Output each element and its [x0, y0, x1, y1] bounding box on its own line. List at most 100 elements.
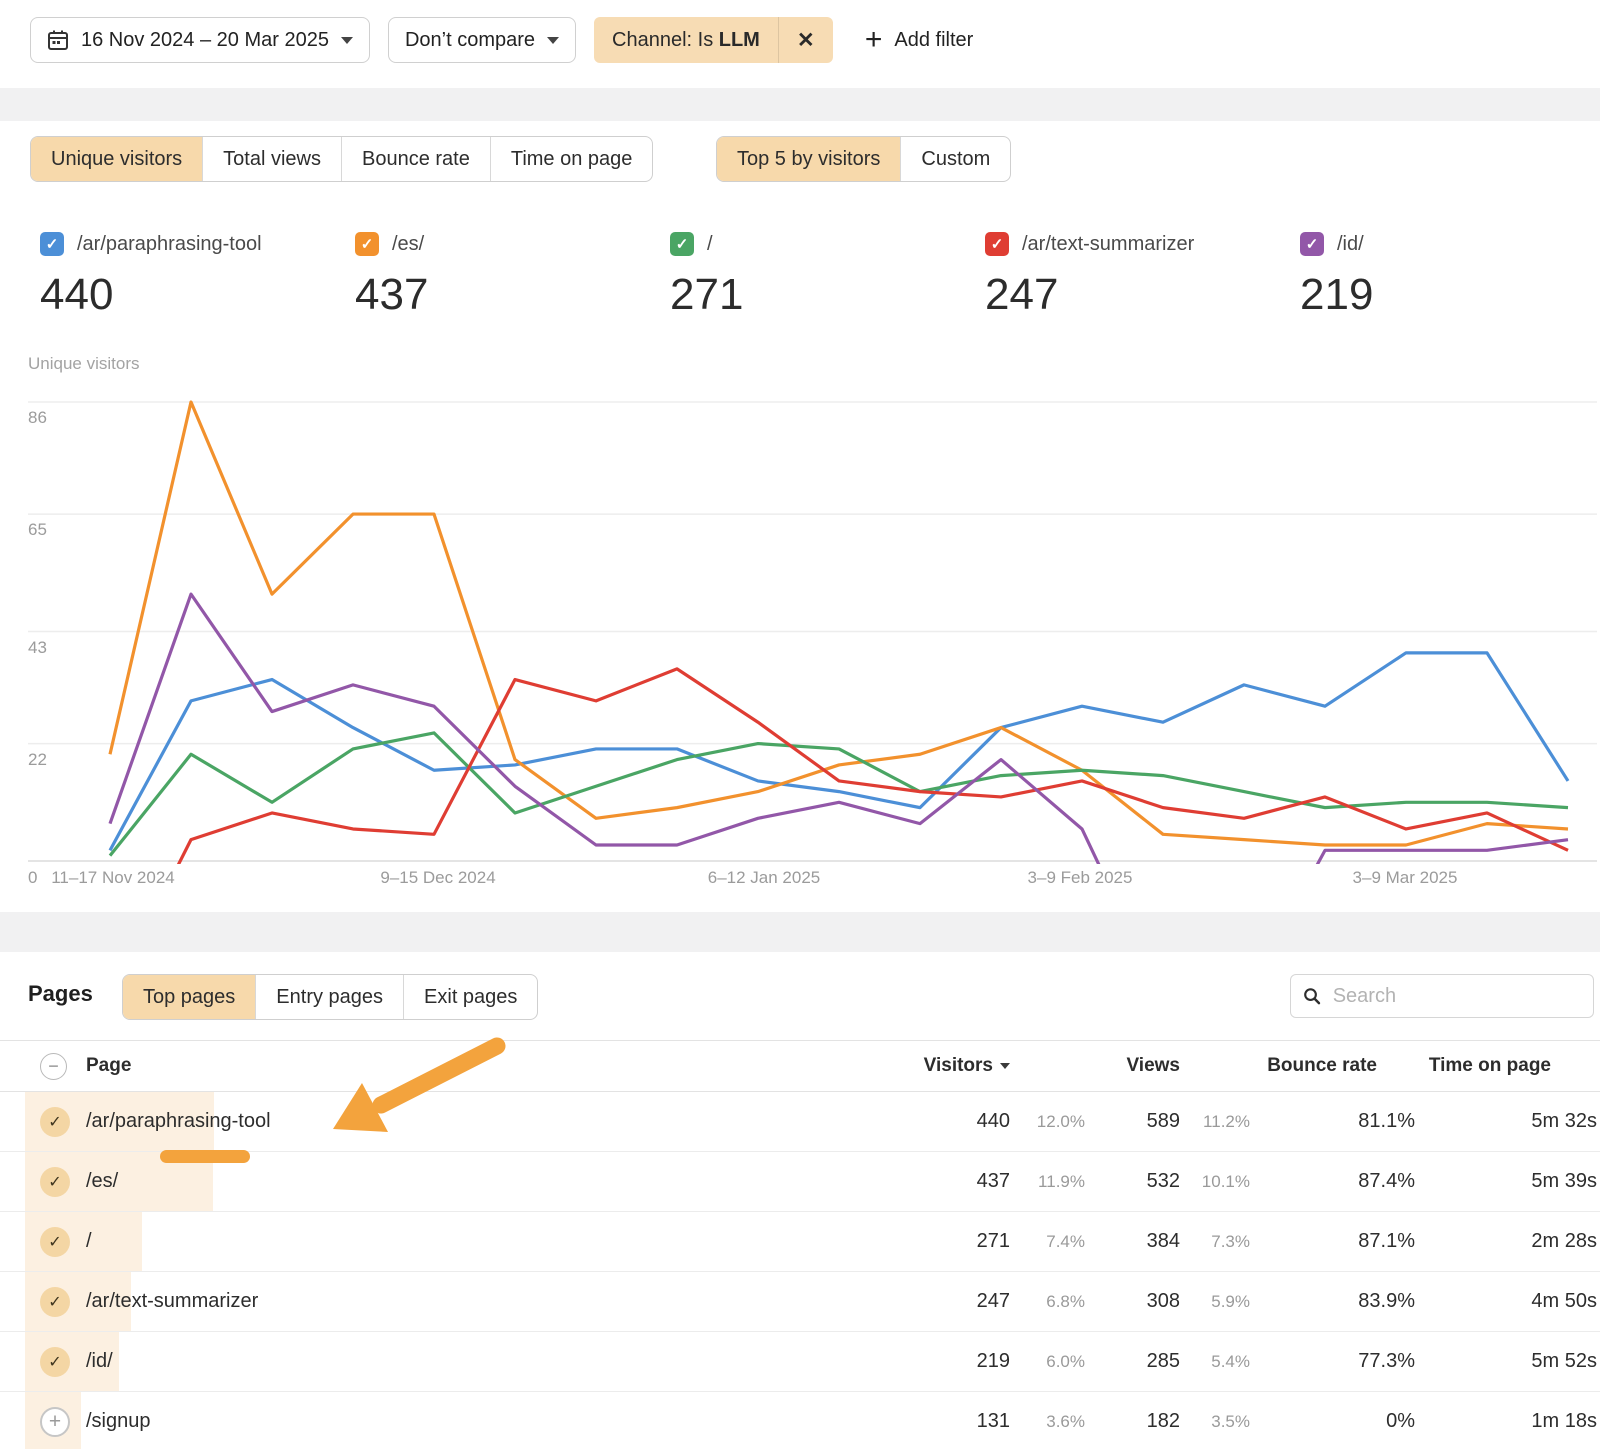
bounce-rate-value: 87.4% [1358, 1170, 1415, 1192]
visitors-pct: 12.0% [1036, 1111, 1085, 1131]
section-divider-band [0, 88, 1600, 121]
legend-label: /ar/text-summarizer [1022, 232, 1195, 255]
legend-label: / [707, 232, 713, 255]
time-on-page-value: 5m 39s [1531, 1170, 1597, 1192]
search-box[interactable] [1290, 974, 1594, 1018]
time-on-page-value: 5m 52s [1531, 1350, 1597, 1372]
y-axis-tick: 43 [28, 637, 47, 657]
date-range-button[interactable]: 16 Nov 2024 – 20 Mar 2025 [30, 17, 370, 63]
legend-toggle[interactable]: ✓ /ar/paraphrasing-tool [40, 232, 262, 256]
tab-custom[interactable]: Custom [900, 137, 1010, 181]
tab-total-views[interactable]: Total views [202, 137, 341, 181]
line-series-es [108, 400, 1569, 847]
line-chart: Unique visitors 86 65 43 22 0 11–17 Nov 2024 9… [0, 340, 1600, 912]
legend-toggle[interactable]: ✓ /id/ [1300, 232, 1373, 256]
page-link[interactable]: /id/ [86, 1350, 113, 1372]
collapse-rows-icon[interactable]: − [40, 1052, 67, 1080]
visitors-value: 131 [976, 1410, 1010, 1432]
tab-time-on-page[interactable]: Time on page [489, 137, 653, 181]
table-row-id[interactable]: ✓ /id/219 6.0% 285 5.4% 77.3% 5m 52s [0, 1332, 1600, 1392]
row-check-icon[interactable]: ✓ [40, 1166, 70, 1197]
search-input[interactable] [1330, 983, 1581, 1009]
table-row-signup[interactable]: + /signup 131 3.6% 182 3.5% 0% 1m 18s [0, 1392, 1600, 1449]
views-pct: 3.5% [1211, 1411, 1250, 1431]
pages-tabs: Top pages Entry pages Exit pages [122, 974, 539, 1020]
page-link[interactable]: /es/ [86, 1170, 119, 1192]
compare-button[interactable]: Don’t compare [387, 17, 577, 63]
checkbox-checked-icon[interactable]: ✓ [985, 232, 1009, 256]
column-header-bounce-rate[interactable]: Bounce rate [1267, 1055, 1377, 1076]
visitors-value: 219 [976, 1350, 1010, 1372]
chart-canvas [28, 400, 1597, 864]
column-header-views[interactable]: Views [1126, 1055, 1180, 1076]
bounce-rate-value: 77.3% [1358, 1350, 1415, 1372]
filter-chip-label: Channel: Is LLM [612, 28, 760, 51]
column-header-visitors-label: Visitors [923, 1055, 993, 1076]
x-axis-tick: 3–9 Mar 2025 [1352, 868, 1458, 887]
checkbox-checked-icon[interactable]: ✓ [355, 232, 379, 256]
views-value: 532 [1146, 1170, 1180, 1192]
calendar-icon [48, 30, 68, 50]
add-filter-button[interactable]: + Add filter [859, 25, 979, 55]
legend-toggle[interactable]: ✓ / [670, 232, 743, 256]
legend-toggle[interactable]: ✓ /ar/text-summarizer [985, 232, 1194, 256]
table-row-ar-text-summarizer[interactable]: ✓ /ar/text-summarizer 247 6.8% 308 5.9% 83.9% 4… [0, 1272, 1600, 1332]
chevron-down-icon [340, 36, 353, 44]
page-link[interactable]: /signup [86, 1410, 151, 1432]
bounce-rate-value: 87.1% [1358, 1230, 1415, 1252]
chart-view-tabs: Top 5 by visitors Custom [716, 136, 1012, 182]
views-value: 182 [1146, 1410, 1180, 1432]
checkbox-checked-icon[interactable]: ✓ [40, 232, 64, 256]
tab-bounce-rate[interactable]: Bounce rate [340, 137, 490, 181]
row-check-icon[interactable]: ✓ [40, 1286, 70, 1317]
legend-value: 271 [670, 270, 744, 319]
pages-tab-entry-pages[interactable]: Entry pages [255, 975, 403, 1019]
checkbox-checked-icon[interactable]: ✓ [670, 232, 694, 256]
legend-toggle[interactable]: ✓ /es/ [355, 232, 428, 256]
table-row-root[interactable]: ✓ / 271 7.4% 384 7.3% 87.1% 2m 28s [0, 1212, 1600, 1272]
row-add-icon[interactable]: + [40, 1406, 70, 1437]
page-link[interactable]: /ar/text-summarizer [86, 1290, 259, 1312]
visitors-value: 247 [976, 1290, 1010, 1312]
tab-unique-visitors[interactable]: Unique visitors [31, 137, 203, 181]
y-axis-tick: 86 [28, 408, 47, 427]
legend-label: /es/ [392, 232, 425, 255]
chevron-down-icon [547, 36, 560, 44]
row-check-icon[interactable]: ✓ [40, 1346, 70, 1377]
page-link[interactable]: / [86, 1230, 92, 1252]
channel-filter-chip[interactable]: Channel: Is LLM ✕ [594, 17, 833, 63]
row-check-icon[interactable]: ✓ [40, 1106, 70, 1137]
time-on-page-value: 1m 18s [1531, 1410, 1597, 1432]
table-row-es[interactable]: ✓ /es/437 11.9% 532 10.1% 87.4% 5m 39s [0, 1152, 1600, 1212]
legend-value: 219 [1300, 270, 1374, 319]
views-value: 384 [1146, 1230, 1180, 1252]
x-axis-tick: 3–9 Feb 2025 [1027, 868, 1133, 887]
row-check-icon[interactable]: ✓ [40, 1226, 70, 1257]
x-axis-tick: 9–15 Dec 2024 [380, 868, 496, 887]
y-axis-tick-zero: 0 [28, 868, 38, 887]
legend-value: 440 [40, 270, 114, 319]
column-header-page[interactable]: Page [86, 1055, 132, 1076]
visitors-pct: 6.8% [1046, 1291, 1085, 1311]
tab-top-5-by-visitors[interactable]: Top 5 by visitors [717, 137, 901, 181]
time-on-page-value: 5m 32s [1531, 1110, 1597, 1132]
pages-tab-exit-pages[interactable]: Exit pages [403, 975, 537, 1019]
legend-label: /id/ [1337, 232, 1364, 255]
remove-filter-button[interactable]: ✕ [777, 17, 833, 63]
search-icon [1304, 988, 1321, 1005]
column-header-time-on-page[interactable]: Time on page [1428, 1055, 1551, 1076]
views-pct: 7.3% [1211, 1231, 1250, 1251]
page-link[interactable]: /ar/paraphrasing-tool [86, 1110, 271, 1132]
line-series-ar-paraphrasing-tool [108, 651, 1570, 852]
checkbox-checked-icon[interactable]: ✓ [1300, 232, 1324, 256]
pages-section-title: Pages [28, 981, 93, 1006]
legend-value: 437 [355, 270, 429, 319]
table-header-row: − Page Visitors Views Bounce rate Time on pag… [0, 1040, 1600, 1092]
visitors-pct: 7.4% [1046, 1231, 1085, 1251]
section-divider-band [0, 912, 1600, 952]
pages-tab-top-pages[interactable]: Top pages [123, 975, 256, 1019]
bounce-rate-value: 83.9% [1358, 1290, 1415, 1312]
column-header-visitors[interactable]: Visitors [924, 1055, 1010, 1077]
table-row-ar-paraphrasing-tool[interactable]: ✓ /ar/paraphrasing-tool 440 12.0% 589 11.2% 81… [0, 1092, 1600, 1152]
